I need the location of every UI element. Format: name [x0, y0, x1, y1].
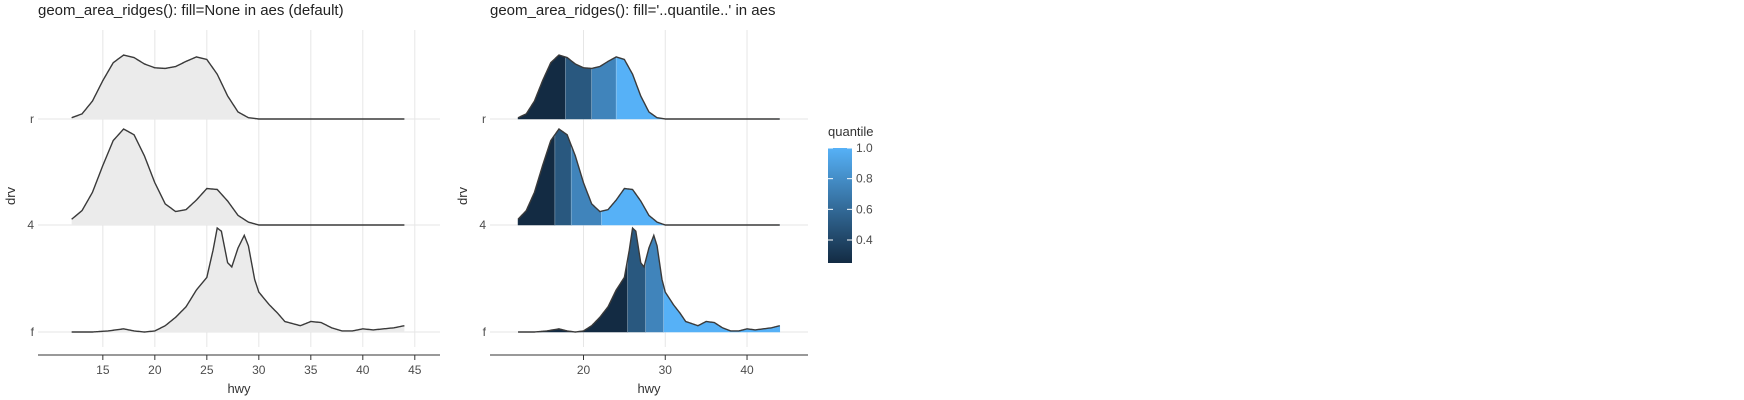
ridge-r-quantile-1 [517, 54, 566, 120]
chart-1-x-tick-label: 45 [408, 363, 422, 377]
ridge-r [71, 54, 405, 120]
chart-panel-1: geom_area_ridges(): fill=None in aes (de… [3, 2, 440, 396]
chart-panel-2: geom_area_ridges(): fill='..quantile..' … [455, 2, 808, 396]
ridge-f-quantile-1 [518, 259, 628, 333]
ridge-outline-4 [71, 128, 405, 226]
legend-tick-label: 0.8 [856, 172, 873, 186]
chart-1-y-tick-label: 4 [27, 218, 34, 232]
legend-title: quantile [828, 124, 874, 139]
chart-1-x-tick-label: 40 [356, 363, 370, 377]
ridge-4-quantile-2 [554, 128, 572, 226]
ridge-outline-r [517, 54, 780, 120]
chart-1-x-tick-label: 30 [252, 363, 266, 377]
chart-2-y-tick-label: r [482, 112, 486, 126]
chart-1-x-tick-label: 20 [148, 363, 162, 377]
ridge-f-quantile-4 [663, 285, 781, 333]
chart-2-y-ticks: f 4 r [479, 112, 486, 339]
chart-1-ridges [71, 54, 405, 333]
chart-1-x-tick-label: 35 [304, 363, 318, 377]
chart-1-y-ticks: f 4 r [27, 112, 34, 339]
legend-ticks: 0.4 0.6 0.8 1.0 [828, 141, 873, 247]
chart-1-y-axis-title: drv [3, 186, 18, 205]
ridge-area-f [71, 228, 405, 332]
chart-2-x-tick-label: 40 [740, 363, 754, 377]
legend-tick-label: 0.6 [856, 202, 873, 216]
quantile-legend: quantile 0.4 0.6 0.8 1.0 [828, 124, 874, 263]
ridge-r-quantile-2 [565, 56, 592, 120]
ridge-4-quantile-1 [517, 133, 556, 226]
ridge-4 [71, 128, 405, 226]
ridge-outline-r [71, 54, 405, 120]
chart-2-x-ticks: 20 30 40 [577, 355, 754, 377]
legend-tick-label: 0.4 [856, 233, 873, 247]
ridge-area-r [71, 55, 405, 119]
ridge-outline-f [518, 226, 780, 333]
chart-1-x-axis-title: hwy [227, 381, 251, 396]
legend-tick-label: 1.0 [856, 141, 873, 155]
ridge-r-quantile-3 [591, 56, 617, 120]
ridge-f [71, 226, 405, 333]
ridge-outline-4 [517, 128, 780, 226]
chart-2-y-tick-label: f [483, 325, 487, 339]
chart-2-title: geom_area_ridges(): fill='..quantile..' … [490, 2, 775, 19]
chart-2-x-axis-title: hwy [637, 381, 661, 396]
ridge-f [518, 226, 781, 333]
legend-colorbar [828, 148, 852, 263]
ridge-outline-f [71, 226, 405, 333]
ridge-4 [517, 128, 780, 226]
chart-1-y-tick-label: f [31, 325, 35, 339]
chart-2-x-tick-label: 30 [659, 363, 673, 377]
chart-1-title: geom_area_ridges(): fill=None in aes (de… [38, 2, 344, 19]
chart-1-x-ticks: 15 20 25 30 35 40 45 [96, 355, 422, 377]
chart-2-y-tick-label: 4 [479, 218, 486, 232]
chart-2-ridges [517, 54, 781, 333]
ridge-4-quantile-4 [601, 188, 780, 226]
ridge-r [517, 54, 780, 120]
ridge-area-4 [71, 129, 405, 225]
chart-1-x-tick-label: 15 [96, 363, 110, 377]
chart-1-y-tick-label: r [30, 112, 34, 126]
chart-1-x-tick-label: 25 [200, 363, 214, 377]
chart-2-x-tick-label: 20 [577, 363, 591, 377]
ridge-r-quantile-4 [615, 56, 780, 120]
chart-2-y-axis-title: drv [455, 186, 470, 205]
